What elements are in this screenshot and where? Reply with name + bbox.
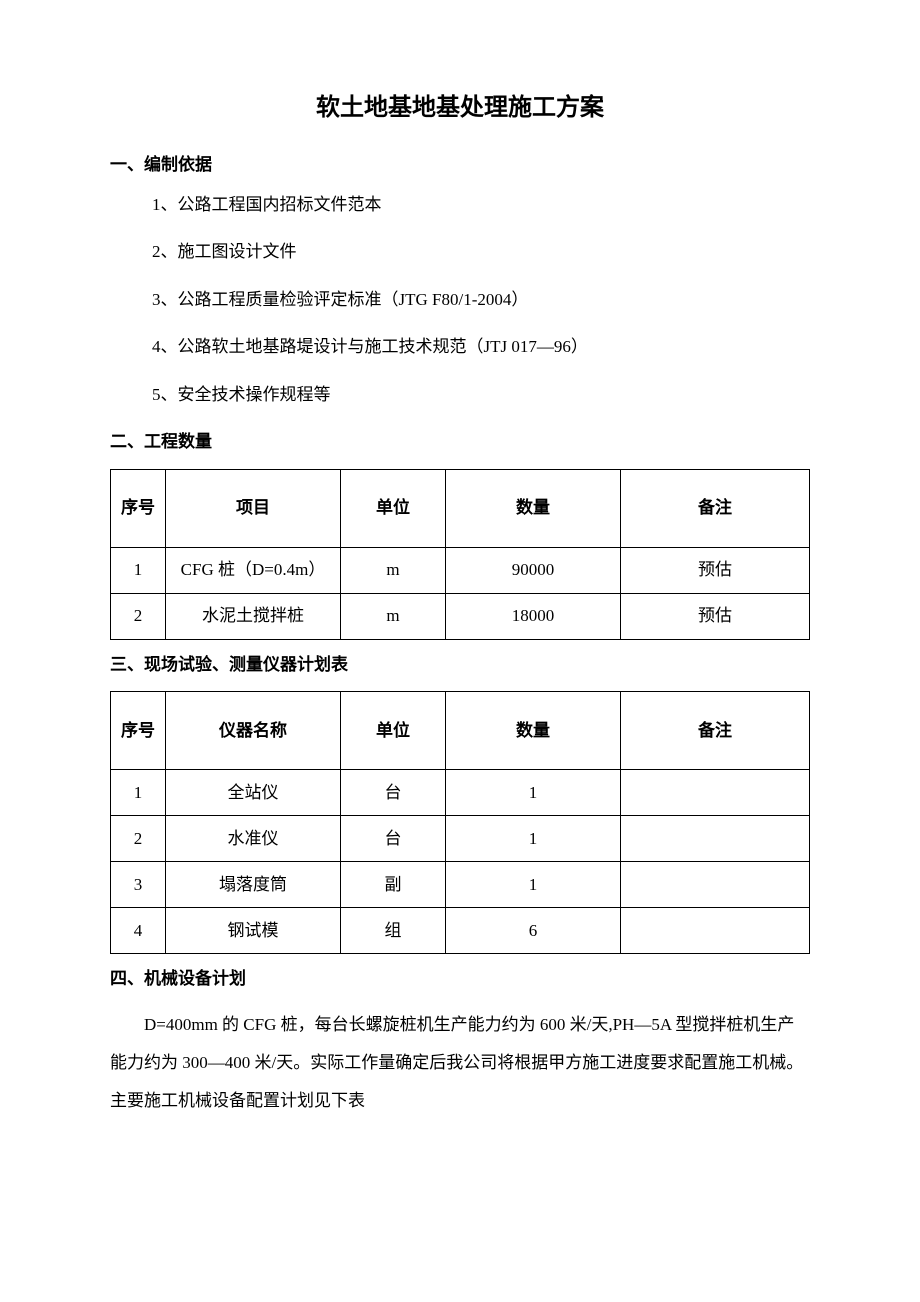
- section-heading-machinery: 四、机械设备计划: [110, 966, 810, 992]
- cell-qty: 1: [446, 862, 621, 908]
- col-note: 备注: [621, 692, 810, 770]
- cell-item: 水泥土搅拌桩: [166, 593, 341, 639]
- cell-name: 水准仪: [166, 816, 341, 862]
- list-item: 5、安全技术操作规程等: [152, 382, 810, 408]
- cell-note: [621, 816, 810, 862]
- cell-name: 钢试模: [166, 908, 341, 954]
- list-item: 1、公路工程国内招标文件范本: [152, 192, 810, 218]
- instrument-table: 序号 仪器名称 单位 数量 备注 1 全站仪 台 1 2 水准仪 台 1 3 塌…: [110, 691, 810, 954]
- cell-name: 全站仪: [166, 770, 341, 816]
- section-heading-instrument: 三、现场试验、测量仪器计划表: [110, 652, 810, 678]
- col-name: 仪器名称: [166, 692, 341, 770]
- col-note: 备注: [621, 469, 810, 547]
- cell-note: 预估: [621, 593, 810, 639]
- cell-seq: 2: [111, 816, 166, 862]
- section-heading-basis: 一、编制依据: [110, 152, 810, 178]
- section-heading-quantity: 二、工程数量: [110, 429, 810, 455]
- col-seq: 序号: [111, 469, 166, 547]
- list-item: 3、公路工程质量检验评定标准（JTG F80/1-2004）: [152, 287, 810, 313]
- cell-unit: 组: [341, 908, 446, 954]
- table-row: 1 CFG 桩（D=0.4m） m 90000 预估: [111, 547, 810, 593]
- list-item: 4、公路软土地基路堤设计与施工技术规范（JTJ 017—96）: [152, 334, 810, 360]
- cell-note: [621, 862, 810, 908]
- cell-unit: 台: [341, 770, 446, 816]
- cell-unit: 台: [341, 816, 446, 862]
- cell-qty: 90000: [446, 547, 621, 593]
- cell-seq: 2: [111, 593, 166, 639]
- col-qty: 数量: [446, 469, 621, 547]
- document-title: 软土地基地基处理施工方案: [110, 90, 810, 126]
- cell-unit: m: [341, 593, 446, 639]
- basis-list: 1、公路工程国内招标文件范本 2、施工图设计文件 3、公路工程质量检验评定标准（…: [110, 192, 810, 408]
- table-header-row: 序号 仪器名称 单位 数量 备注: [111, 692, 810, 770]
- table-row: 3 塌落度筒 副 1: [111, 862, 810, 908]
- cell-seq: 4: [111, 908, 166, 954]
- col-item: 项目: [166, 469, 341, 547]
- cell-qty: 1: [446, 816, 621, 862]
- cell-seq: 1: [111, 770, 166, 816]
- table-row: 2 水泥土搅拌桩 m 18000 预估: [111, 593, 810, 639]
- list-item: 2、施工图设计文件: [152, 239, 810, 265]
- cell-note: 预估: [621, 547, 810, 593]
- cell-unit: 副: [341, 862, 446, 908]
- table-header-row: 序号 项目 单位 数量 备注: [111, 469, 810, 547]
- table-row: 1 全站仪 台 1: [111, 770, 810, 816]
- col-unit: 单位: [341, 469, 446, 547]
- cell-unit: m: [341, 547, 446, 593]
- col-qty: 数量: [446, 692, 621, 770]
- col-unit: 单位: [341, 692, 446, 770]
- col-seq: 序号: [111, 692, 166, 770]
- table-row: 4 钢试模 组 6: [111, 908, 810, 954]
- cell-item: CFG 桩（D=0.4m）: [166, 547, 341, 593]
- cell-note: [621, 908, 810, 954]
- cell-seq: 3: [111, 862, 166, 908]
- machinery-paragraph: D=400mm 的 CFG 桩，每台长螺旋桩机生产能力约为 600 米/天,PH…: [110, 1006, 810, 1121]
- cell-note: [621, 770, 810, 816]
- cell-qty: 18000: [446, 593, 621, 639]
- table-row: 2 水准仪 台 1: [111, 816, 810, 862]
- quantity-table: 序号 项目 单位 数量 备注 1 CFG 桩（D=0.4m） m 90000 预…: [110, 469, 810, 640]
- cell-name: 塌落度筒: [166, 862, 341, 908]
- cell-qty: 1: [446, 770, 621, 816]
- cell-qty: 6: [446, 908, 621, 954]
- cell-seq: 1: [111, 547, 166, 593]
